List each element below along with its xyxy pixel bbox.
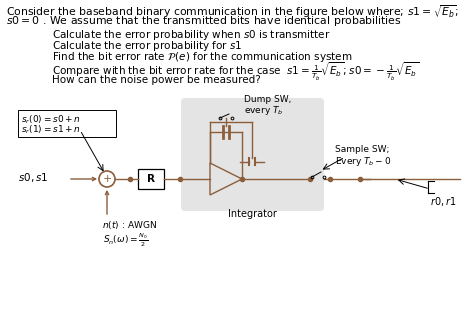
FancyBboxPatch shape [138, 169, 164, 189]
Text: Every $T_b - 0$: Every $T_b - 0$ [335, 155, 392, 168]
Text: Consider the baseband binary communication in the figure below where; $s1 = \sqr: Consider the baseband binary communicati… [6, 3, 459, 20]
Text: Sample SW;: Sample SW; [335, 145, 389, 154]
Text: +: + [102, 173, 112, 184]
Text: $s_r(0) = s0 + n$: $s_r(0) = s0 + n$ [21, 113, 81, 126]
Text: $r0, r1$: $r0, r1$ [430, 195, 456, 208]
Text: $S_n(\omega) = \frac{N_0}{2}$: $S_n(\omega) = \frac{N_0}{2}$ [103, 231, 148, 249]
Text: R: R [147, 174, 155, 184]
FancyBboxPatch shape [18, 110, 116, 137]
Text: Find the bit error rate $\mathcal{P}(e)$ for the communication system: Find the bit error rate $\mathcal{P}(e)$… [52, 50, 353, 64]
Text: Dump SW,: Dump SW, [244, 95, 292, 104]
Text: every $T_b$: every $T_b$ [244, 104, 283, 117]
FancyBboxPatch shape [181, 98, 324, 211]
Text: How can the noise power be measured?: How can the noise power be measured? [52, 75, 261, 85]
Text: Integrator: Integrator [228, 209, 277, 219]
Text: $s0, s1$: $s0, s1$ [18, 171, 48, 184]
Text: Calculate the error probability when $s0$ is transmitter: Calculate the error probability when $s0… [52, 28, 330, 42]
Text: $s_r(1) = s1 + n$: $s_r(1) = s1 + n$ [21, 124, 81, 137]
Text: $s0 = 0$ . We assume that the transmitted bits have identical probabilities: $s0 = 0$ . We assume that the transmitte… [6, 14, 402, 28]
Text: Compare with the bit error rate for the case  $s1 = \frac{1}{T_b}\sqrt{E_b}$; $s: Compare with the bit error rate for the … [52, 61, 419, 83]
Text: $n(t)$ : AWGN: $n(t)$ : AWGN [102, 219, 157, 231]
Text: Calculate the error probability for $s1$: Calculate the error probability for $s1$ [52, 39, 242, 53]
